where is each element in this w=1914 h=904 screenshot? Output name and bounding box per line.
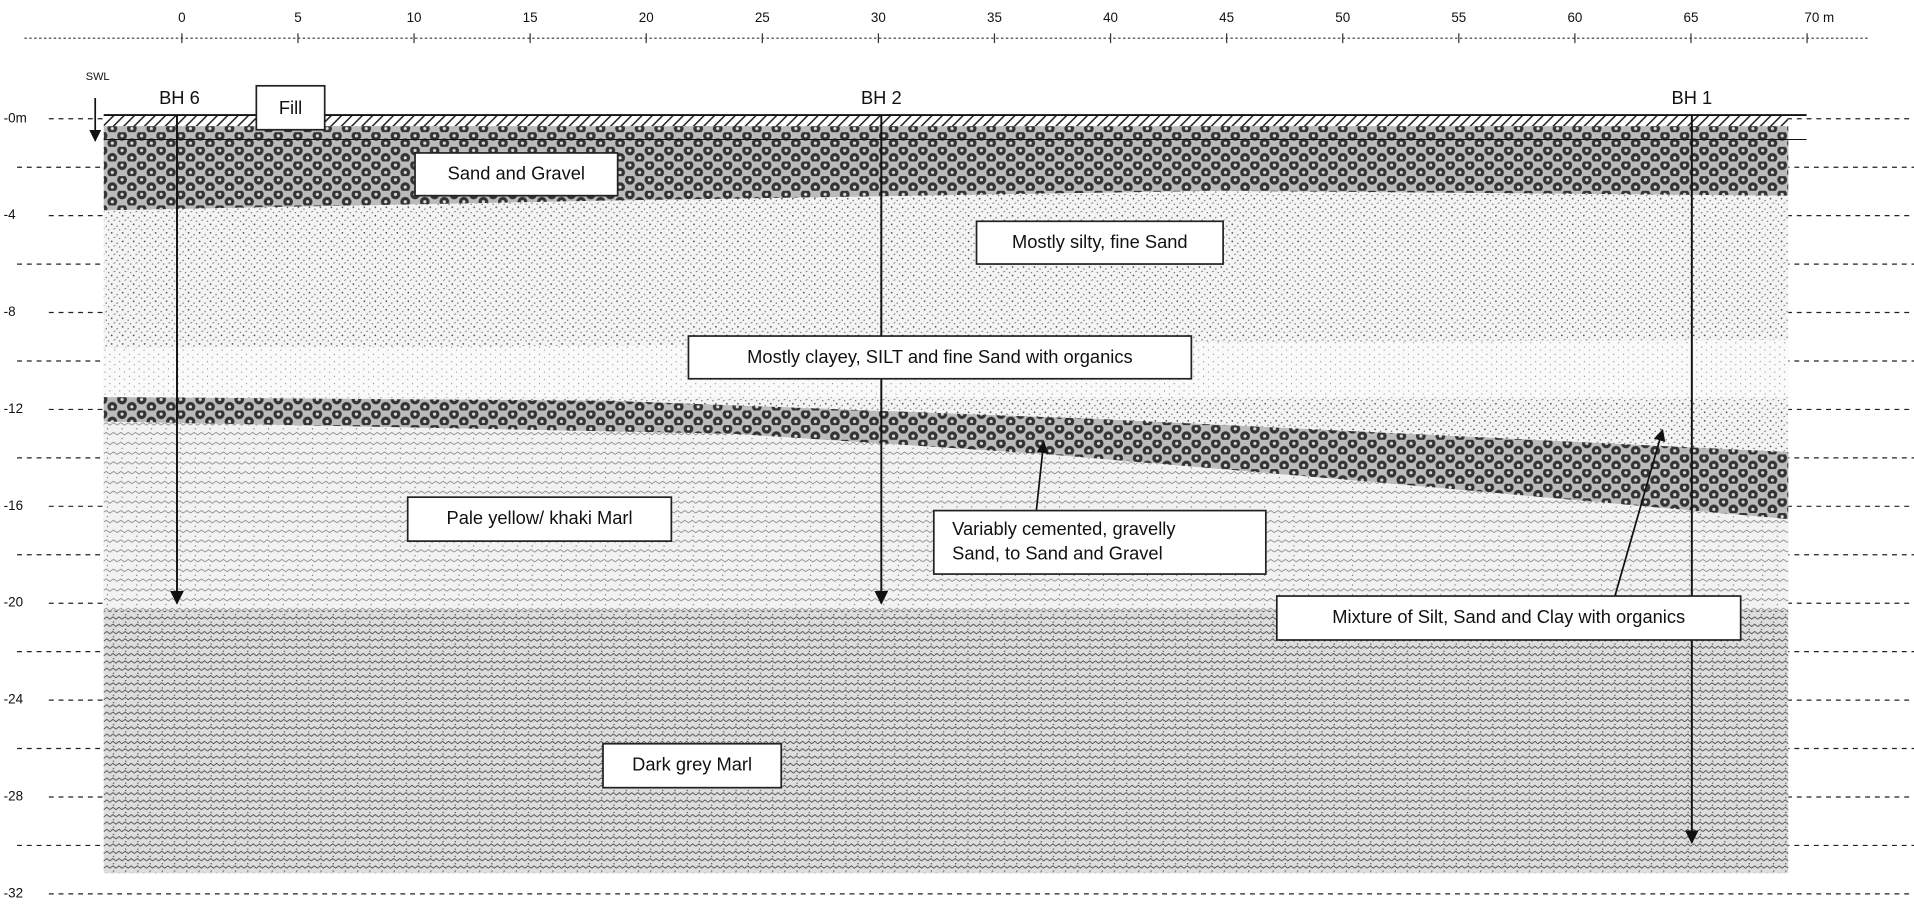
distance-tick-label: 50 <box>1335 10 1350 25</box>
depth-tick-label: -12 <box>4 401 23 416</box>
cross-section: 0 5 10 15 20 25 30 35 40 45 50 55 60 65 70 m -0m -4 -8 -12… <box>0 0 1914 904</box>
depth-tick-label: -20 <box>4 595 23 610</box>
distance-tick-label: 25 <box>755 10 770 25</box>
layer-label: Sand, to Sand and Gravel <box>952 542 1163 563</box>
layer-label: Fill <box>279 97 302 118</box>
distance-tick-label: 65 <box>1684 10 1699 25</box>
distance-tick-label: 45 <box>1219 10 1234 25</box>
distance-tick-label: 35 <box>987 10 1002 25</box>
distance-tick-label: 10 <box>407 10 422 25</box>
swl-label: SWL <box>86 71 110 83</box>
depth-tick-label: -24 <box>4 692 24 707</box>
borehole-label: BH 1 <box>1671 87 1712 108</box>
distance-tick-label: 70 m <box>1804 10 1834 25</box>
layer-label: Mostly clayey, SILT and fine Sand with o… <box>747 346 1132 367</box>
distance-tick-label: 55 <box>1451 10 1466 25</box>
page: {"axis": {"distance_ticks": ["0", "5", "… <box>0 0 1914 904</box>
depth-tick-label: -32 <box>4 885 23 900</box>
distance-tick-label: 0 <box>178 10 185 25</box>
depth-tick-label: -4 <box>4 207 16 222</box>
layer-label: Pale yellow/ khaki Marl <box>446 507 632 528</box>
distance-tick-label: 20 <box>639 10 654 25</box>
depth-tick-label: -0m <box>4 110 27 125</box>
layer-label: Mixture of Silt, Sand and Clay with orga… <box>1332 606 1685 627</box>
depth-tick-label: -8 <box>4 304 16 319</box>
layer-label: Variably cemented, gravelly <box>952 518 1176 539</box>
distance-tick-label: 40 <box>1103 10 1118 25</box>
fill-layer <box>104 115 1789 126</box>
layer-label: Sand and Gravel <box>448 163 585 184</box>
distance-tick-label: 30 <box>871 10 886 25</box>
distance-tick-label: 5 <box>294 10 301 25</box>
distance-tick-label: 15 <box>523 10 538 25</box>
layer-label: Dark grey Marl <box>632 754 752 775</box>
borehole-label: BH 2 <box>861 87 902 108</box>
borehole-label: BH 6 <box>159 87 200 108</box>
distance-tick-label: 60 <box>1567 10 1582 25</box>
depth-tick-label: -16 <box>4 498 23 513</box>
dark-marl-layer <box>104 611 1789 873</box>
strata <box>104 115 1807 873</box>
depth-tick-label: -28 <box>4 789 23 804</box>
layer-label: Mostly silty, fine Sand <box>1012 231 1188 252</box>
